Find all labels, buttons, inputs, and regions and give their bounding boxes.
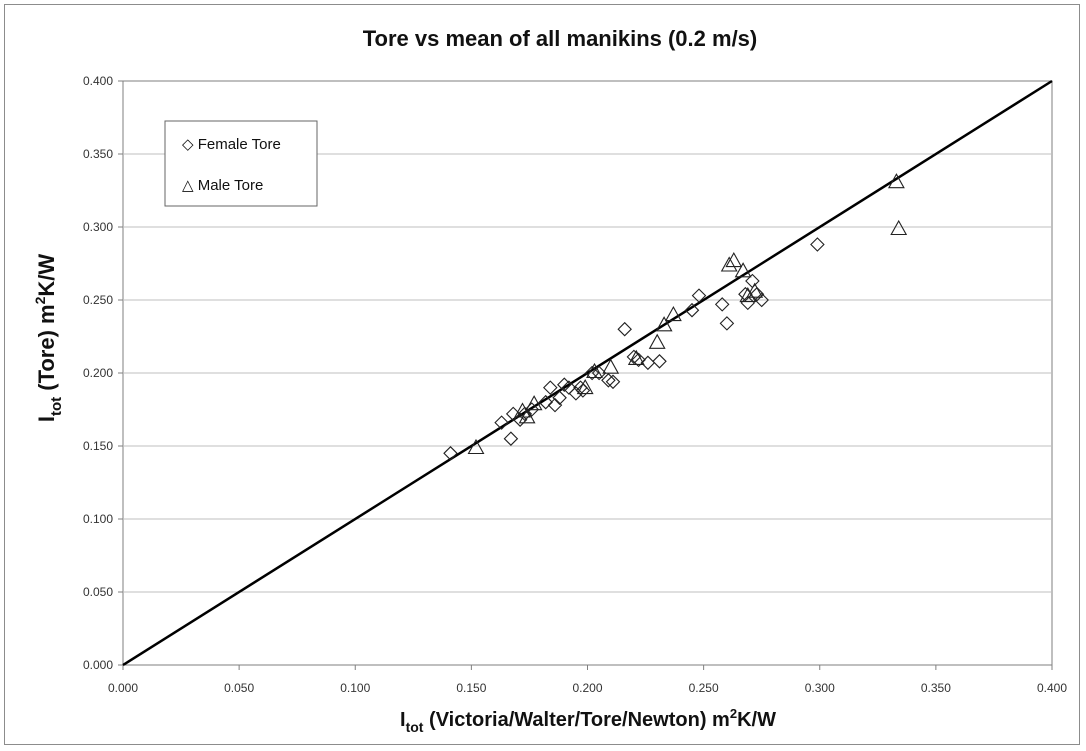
data-point-male-tore <box>576 378 594 395</box>
y-tick-label: 0.100 <box>83 512 113 526</box>
x-tick-label: 0.000 <box>108 681 138 695</box>
data-point-male-tore <box>739 286 757 303</box>
data-point-female-tore <box>684 302 700 318</box>
x-axis-title-rest: (Victoria/Walter/Tore/Newton) m <box>423 709 729 731</box>
reference-line <box>122 79 1053 667</box>
data-point-male-tore <box>648 333 666 349</box>
x-tick-label: 0.100 <box>340 681 370 695</box>
data-point-female-tore <box>584 365 600 381</box>
data-point-female-tore <box>538 394 553 410</box>
legend: ◇ Female Tore △ Male Tore <box>164 120 318 207</box>
x-tick-label: 0.400 <box>1037 681 1067 695</box>
data-point-female-tore <box>810 237 825 252</box>
data-point-female-tore <box>557 377 572 392</box>
data-point-male-tore <box>734 262 752 278</box>
data-point-female-tore <box>443 446 458 461</box>
x-tick-label: 0.300 <box>805 681 835 695</box>
y-tick-label: 0.400 <box>83 74 113 88</box>
y-tick-label: 0.050 <box>83 585 113 599</box>
data-point-male-tore <box>518 408 536 424</box>
x-axis-title-tail: K/W <box>737 709 776 731</box>
data-point-female-tore <box>591 365 607 381</box>
data-point-female-tore <box>494 415 509 430</box>
y-axis-title: Itot (Tore) m2K/W <box>32 254 65 423</box>
data-point-female-tore <box>605 374 621 390</box>
legend-label-female-tore: Female Tore <box>198 136 281 153</box>
x-tick-label: 0.200 <box>572 681 602 695</box>
data-point-female-tore <box>740 295 756 311</box>
data-point-male-tore <box>887 173 905 189</box>
data-point-male-tore <box>467 438 485 455</box>
data-point-male-tore <box>525 395 543 411</box>
data-point-female-tore <box>568 386 584 401</box>
data-point-female-tore <box>517 406 533 422</box>
x-axis-title-sub: tot <box>406 719 424 735</box>
y-tick-label: 0.350 <box>83 147 113 161</box>
data-point-female-tore <box>714 297 730 312</box>
y-tick-label: 0.300 <box>83 220 113 234</box>
y-axis-title-tail: K/W <box>34 254 59 297</box>
chart-title: Tore vs mean of all manikins (0.2 m/s) <box>363 26 758 51</box>
legend-label-male-tore: Male Tore <box>198 177 264 194</box>
data-point-female-tore <box>503 431 519 446</box>
data-point-female-tore <box>652 354 667 369</box>
y-axis-title-sup: 2 <box>32 296 48 304</box>
data-point-male-tore <box>627 349 645 365</box>
x-axis-title-main: I <box>400 709 406 731</box>
data-point-female-tore <box>543 380 558 395</box>
data-point-female-tore <box>691 288 707 303</box>
x-tick-label: 0.250 <box>689 681 719 695</box>
data-point-female-tore <box>719 316 735 331</box>
legend-item-male-tore: △ Male Tore <box>182 177 263 194</box>
data-point-male-tore <box>746 282 764 298</box>
y-axis-title-rest: (Tore) m <box>34 304 59 396</box>
data-point-female-tore <box>754 292 769 308</box>
y-tick-label: 0.250 <box>83 293 113 307</box>
legend-box <box>164 120 318 207</box>
data-point-male-tore <box>586 362 603 379</box>
data-point-male-tore <box>655 316 673 332</box>
data-point-female-tore <box>552 390 567 406</box>
x-tick-label: 0.350 <box>921 681 951 695</box>
data-point-female-tore <box>617 321 632 337</box>
data-points <box>443 173 908 461</box>
x-axis-title: Itot (Victoria/Walter/Tore/Newton) m2K/W <box>400 706 776 735</box>
x-tick-label: 0.150 <box>456 681 486 695</box>
y-axis-title-main: I <box>34 416 59 422</box>
legend-symbol-triangle: △ <box>182 177 194 194</box>
data-point-male-tore <box>725 251 743 268</box>
legend-item-female-tore: ◇ Female Tore <box>182 136 281 153</box>
data-point-male-tore <box>602 358 620 374</box>
data-point-male-tore <box>720 256 738 272</box>
y-axis-ticks: 0.000 0.050 0.100 0.150 0.200 0.250 0.300 0.350… <box>83 74 123 672</box>
data-point-male-tore <box>664 305 682 322</box>
y-axis-title-sub: tot <box>48 397 65 416</box>
data-point-female-tore <box>547 397 563 413</box>
y-tick-label: 0.200 <box>83 366 113 380</box>
x-tick-label: 0.050 <box>224 681 254 695</box>
data-point-male-tore <box>890 219 908 236</box>
y-tick-label: 0.150 <box>83 439 113 453</box>
data-point-female-tore <box>601 373 616 388</box>
data-point-female-tore <box>575 383 591 398</box>
legend-symbol-diamond: ◇ <box>182 136 194 153</box>
data-point-female-tore <box>640 355 656 371</box>
data-point-female-tore <box>749 286 765 302</box>
x-axis-title-sup: 2 <box>730 706 737 721</box>
x-axis-ticks: 0.000 0.050 0.100 0.150 0.200 0.250 0.300 0.350… <box>108 665 1067 695</box>
y-tick-label: 0.000 <box>83 658 113 672</box>
data-point-female-tore <box>631 352 646 368</box>
data-point-female-tore <box>561 380 577 395</box>
